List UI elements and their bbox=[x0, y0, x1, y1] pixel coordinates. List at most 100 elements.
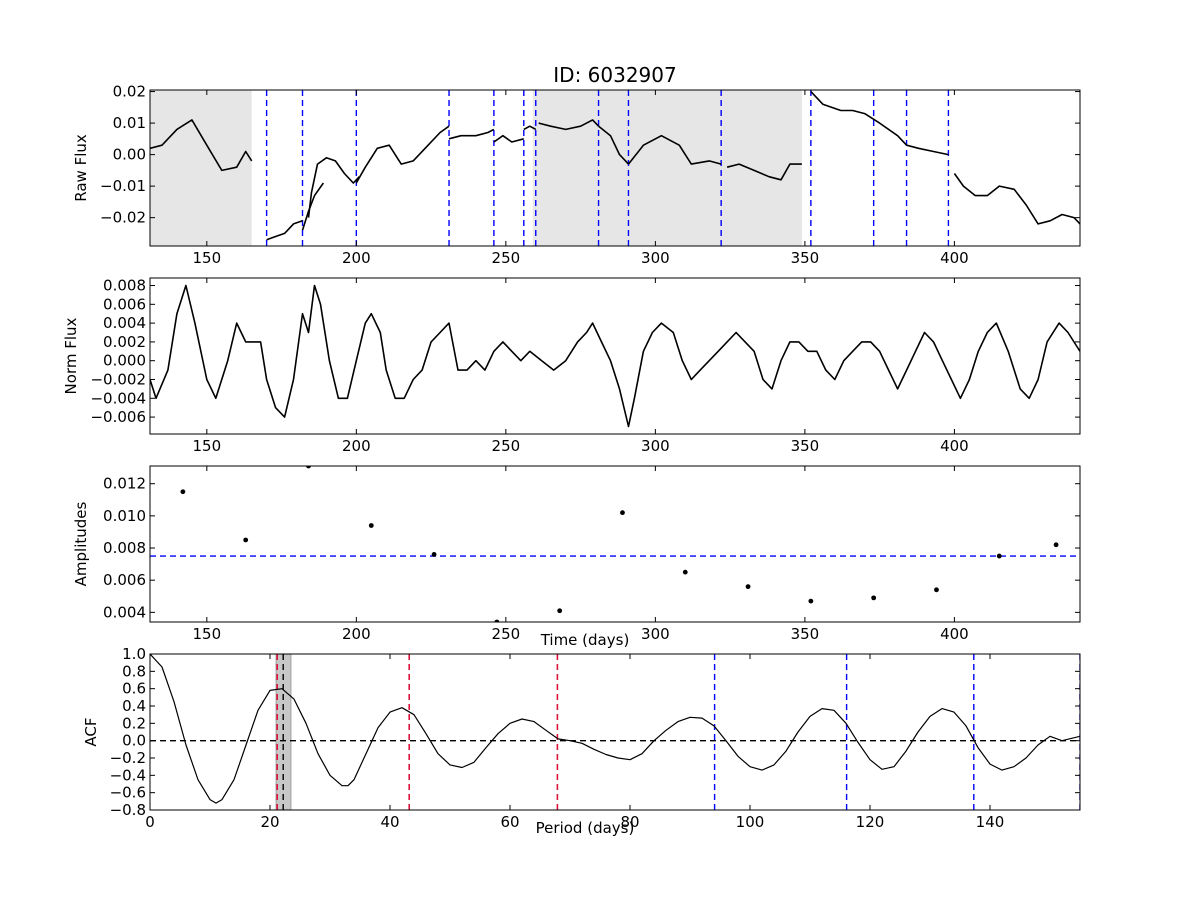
series-line-segment-10 bbox=[598, 125, 630, 165]
series-line-segment-11 bbox=[627, 134, 722, 165]
series-line-segment-12 bbox=[726, 163, 802, 181]
data-point-10 bbox=[745, 584, 751, 590]
panel-1-plot-area bbox=[150, 90, 1080, 246]
y-tick-label: −0.6 bbox=[110, 784, 146, 802]
panel-3-frame bbox=[149, 465, 1081, 623]
series-line-segment-5 bbox=[355, 125, 450, 184]
y-tick-label: 0.006 bbox=[103, 571, 146, 589]
y-tick-label: 0.02 bbox=[113, 83, 146, 101]
panel-2-plot-area bbox=[150, 284, 1080, 428]
y-tick-label: 0.004 bbox=[103, 603, 146, 621]
x-tick-label: 0 bbox=[145, 813, 155, 831]
x-tick-label: 350 bbox=[791, 437, 820, 455]
y-tick-label: 0.006 bbox=[103, 295, 146, 313]
x-tick-label: 250 bbox=[492, 625, 521, 643]
series-line-segment-14 bbox=[906, 144, 949, 156]
x-tick-label: 300 bbox=[641, 625, 670, 643]
x-tick-label: 400 bbox=[940, 437, 969, 455]
chart-title: ID: 6032907 bbox=[553, 63, 676, 87]
y-tick-label: 0.008 bbox=[103, 277, 146, 295]
data-point-12 bbox=[871, 595, 877, 601]
x-tick-label: 120 bbox=[856, 813, 885, 831]
y-tick-label: 0.004 bbox=[103, 314, 146, 332]
data-point-13 bbox=[934, 587, 939, 593]
shaded-span-2 bbox=[532, 90, 802, 246]
y-tick-label: 0.012 bbox=[103, 475, 146, 493]
series-line-segment-13 bbox=[810, 91, 908, 146]
x-tick-label: 20 bbox=[260, 813, 279, 831]
panel-4-frame bbox=[149, 653, 1081, 811]
series-line-segment-2 bbox=[266, 220, 303, 241]
x-tick-label: 140 bbox=[976, 813, 1005, 831]
data-point-8 bbox=[620, 510, 625, 516]
x-tick-label: 300 bbox=[641, 437, 670, 455]
x-tick-label: 100 bbox=[736, 813, 765, 831]
series-line-segment-3 bbox=[301, 182, 325, 231]
series-line-segment-9 bbox=[538, 119, 600, 131]
x-tick-label: 200 bbox=[342, 437, 371, 455]
y-tick-label: 0.008 bbox=[103, 539, 146, 557]
y-tick-label: −0.004 bbox=[90, 389, 146, 407]
series-line-segment-6 bbox=[448, 128, 495, 140]
x-tick-label: 40 bbox=[380, 813, 399, 831]
y-tick-label: 0.2 bbox=[122, 714, 146, 732]
panel-1-frame bbox=[149, 89, 1081, 247]
y-tick-label: 0.4 bbox=[122, 697, 146, 715]
data-point-9 bbox=[682, 569, 688, 575]
y-tick-label: −0.4 bbox=[110, 766, 146, 784]
panel-2: 150 200 250 300 350 400−0.006−0.004−0.0020.00… bbox=[62, 277, 1081, 455]
x-tick-label: 80 bbox=[620, 813, 639, 831]
data-point-14 bbox=[996, 553, 1002, 559]
data-point-4 bbox=[368, 523, 374, 528]
x-tick-label: 400 bbox=[940, 249, 969, 267]
x-tick-label: 200 bbox=[342, 249, 371, 267]
y-axis-label: ACF bbox=[82, 717, 100, 746]
y-tick-label: 1.0 bbox=[122, 645, 146, 663]
x-tick-label: 350 bbox=[791, 249, 820, 267]
y-tick-label: −0.02 bbox=[100, 209, 146, 227]
y-tick-label: 0.002 bbox=[103, 333, 146, 351]
y-tick-label: −0.01 bbox=[100, 177, 146, 195]
series-line-segment-1 bbox=[150, 119, 253, 172]
x-tick-label: 250 bbox=[492, 249, 521, 267]
x-tick-label: 150 bbox=[192, 249, 221, 267]
x-tick-label: 300 bbox=[641, 249, 670, 267]
x-tick-label: 60 bbox=[500, 813, 519, 831]
series-line-segment-1 bbox=[150, 654, 1080, 804]
y-axis-label: Norm Flux bbox=[62, 317, 80, 394]
y-tick-label: 0.00 bbox=[113, 146, 146, 164]
data-point-5 bbox=[431, 552, 437, 557]
series-line-segment-4 bbox=[307, 157, 360, 218]
panel-3: 150 200 250 300 350 400 0.004 0.006 0.008 0.010 0.… bbox=[72, 465, 1081, 649]
y-tick-label: −0.002 bbox=[90, 370, 146, 388]
x-tick-label: 150 bbox=[192, 437, 221, 455]
y-tick-label: 0.8 bbox=[122, 662, 146, 680]
y-tick-label: 0.01 bbox=[113, 114, 146, 132]
panel-2-frame bbox=[149, 277, 1081, 435]
y-axis-label: Raw Flux bbox=[72, 134, 90, 202]
panel-3-plot-area bbox=[150, 466, 1080, 622]
x-axis-label: Period (days) bbox=[536, 819, 635, 837]
x-axis-label: Time (days) bbox=[540, 631, 630, 649]
data-point-7 bbox=[557, 608, 563, 614]
data-point-11 bbox=[808, 598, 814, 604]
y-tick-label: −0.2 bbox=[110, 749, 146, 767]
series-line-segment-15 bbox=[953, 173, 1080, 225]
panel-4-plot-area bbox=[150, 654, 1080, 810]
x-tick-label: 400 bbox=[940, 625, 969, 643]
data-point-3 bbox=[306, 466, 311, 469]
data-point-6 bbox=[494, 619, 500, 622]
y-tick-label: 0.6 bbox=[122, 680, 146, 698]
data-point-1 bbox=[180, 489, 186, 495]
series-line-segment-7 bbox=[493, 134, 525, 143]
series-line-segment-1 bbox=[150, 284, 1080, 428]
panel-1: 150 200 250 300 350 400 −0.02 −0.01 0.00 0.01 0.02… bbox=[72, 83, 1081, 267]
x-tick-label: 200 bbox=[342, 625, 371, 643]
y-axis-label: Amplitudes bbox=[72, 501, 90, 586]
panel-4: 0 20 40 60 80 100 120 140 −0.8−0.6−0.4−0.20.00.2… bbox=[82, 645, 1081, 837]
x-tick-label: 250 bbox=[492, 437, 521, 455]
y-tick-label: 0.000 bbox=[103, 352, 146, 370]
data-point-2 bbox=[243, 537, 249, 543]
y-tick-label: −0.006 bbox=[90, 408, 146, 426]
